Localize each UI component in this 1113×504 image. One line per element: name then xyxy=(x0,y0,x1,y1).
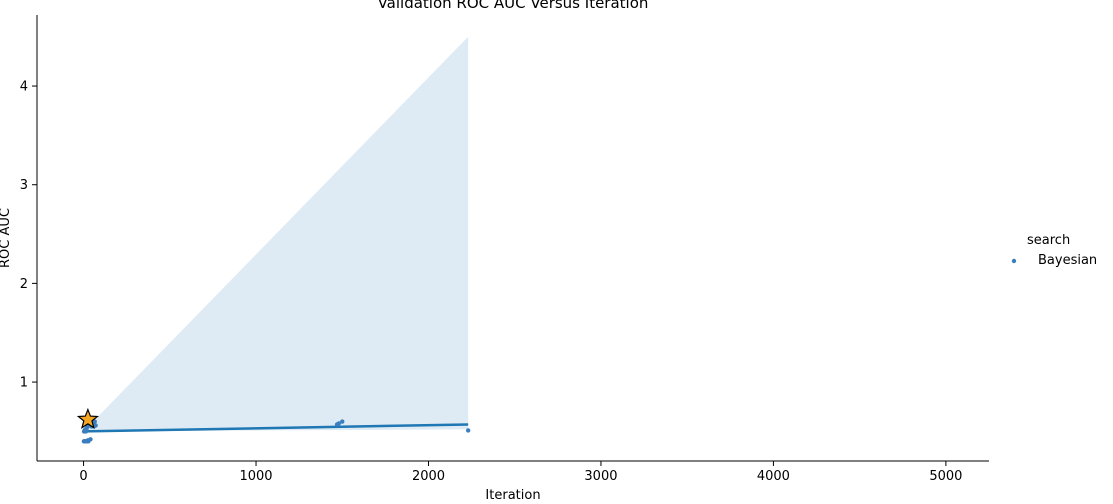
x-tick-label: 0 xyxy=(79,469,87,484)
y-tick-label: 1 xyxy=(20,376,28,391)
best-point-layer xyxy=(76,407,99,429)
legend: search Bayesian xyxy=(1011,233,1097,268)
legend-title: search xyxy=(1027,233,1070,248)
best-point-star-icon xyxy=(76,407,99,429)
chart-title: Validation ROC AUC Versus Iteration xyxy=(378,0,649,12)
x-tick-label: 2000 xyxy=(412,469,445,484)
scatter-point xyxy=(465,428,471,433)
y-ticks-layer: 1 2 3 4 xyxy=(20,80,37,391)
y-tick-label: 2 xyxy=(20,277,28,292)
scatter-point xyxy=(336,421,342,426)
regression-line-layer xyxy=(83,423,469,433)
scatter-points-layer xyxy=(81,417,471,444)
y-tick-label: 3 xyxy=(20,178,28,193)
scatter-point xyxy=(88,437,93,442)
scatter-point xyxy=(93,423,98,428)
confidence-band xyxy=(83,36,469,432)
x-tick-label: 1000 xyxy=(239,469,272,484)
y-tick-label: 4 xyxy=(20,80,28,95)
x-tick-label: 5000 xyxy=(929,469,962,484)
scatter-point xyxy=(92,419,97,424)
legend-marker-bayesian xyxy=(1011,258,1017,264)
x-axis-label: Iteration xyxy=(485,488,540,500)
y-axis-label: ROC AUC xyxy=(0,208,13,268)
x-tick-label: 3000 xyxy=(584,469,617,484)
regression-line xyxy=(83,423,469,433)
scatter-point xyxy=(340,419,345,424)
x-ticks-layer: 0 1000 2000 3000 4000 5000 xyxy=(79,461,962,484)
confidence-band-layer xyxy=(83,36,469,432)
x-tick-label: 4000 xyxy=(757,469,790,484)
legend-label-bayesian: Bayesian xyxy=(1038,253,1097,268)
